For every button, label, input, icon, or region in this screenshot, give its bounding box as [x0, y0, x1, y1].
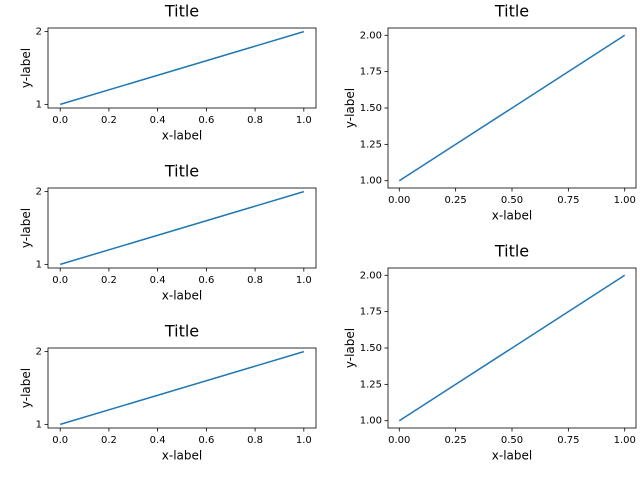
x-tick-label: 0.75: [557, 195, 579, 206]
x-tick-label: 0.0: [52, 115, 68, 126]
x-tick-label: 0.50: [501, 195, 523, 206]
y-tick-label: 1.00: [360, 416, 382, 427]
y-axis-label: y-label: [343, 328, 357, 368]
data-line: [398, 34, 626, 182]
subplot: Title 0.00 0.25 0.50 0.75 1.00 1.00 1.25 1.50 1.7…: [343, 242, 637, 463]
x-tick-label: 0.6: [198, 275, 214, 286]
subplot: Title 0.0 0.2 0.4 0.6 0.8 1.0 1 2 x-label y-label: [19, 162, 317, 303]
x-tick-label: 0.00: [388, 195, 410, 206]
x-tick-label: 0.25: [445, 435, 467, 446]
x-tick-label: 0.25: [445, 195, 467, 206]
x-tick-label: 0.2: [101, 275, 117, 286]
x-tick-label: 0.00: [388, 435, 410, 446]
x-tick-label: 1.00: [614, 435, 636, 446]
x-tick-label: 0.4: [150, 275, 166, 286]
x-tick-label: 0.8: [247, 115, 263, 126]
y-axis-label: y-label: [19, 368, 33, 408]
data-line: [59, 350, 305, 426]
x-tick-label: 0.0: [52, 435, 68, 446]
y-tick-label: 1.25: [360, 379, 382, 390]
x-tick-label: 0.2: [101, 435, 117, 446]
axes-frame: [387, 27, 637, 189]
x-tick-label: 1.00: [614, 195, 636, 206]
y-tick-label: 1: [36, 419, 42, 430]
y-tick-label: 1.75: [360, 67, 382, 78]
x-tick-label: 0.8: [247, 275, 263, 286]
x-tick-label: 0.8: [247, 435, 263, 446]
y-tick-label: 1.75: [360, 307, 382, 318]
y-tick-label: 1.25: [360, 139, 382, 150]
x-axis-label: x-label: [162, 449, 202, 463]
x-tick-label: 0.50: [501, 435, 523, 446]
x-tick-label: 1.0: [296, 275, 312, 286]
y-tick-label: 1: [36, 99, 42, 110]
y-tick-label: 1.50: [360, 343, 382, 354]
x-axis-label: x-label: [492, 449, 532, 463]
x-tick-label: 0.6: [198, 435, 214, 446]
data-line: [59, 30, 305, 106]
y-tick-label: 2: [36, 187, 42, 198]
data-line: [398, 274, 626, 422]
x-axis-label: x-label: [162, 129, 202, 143]
subplot-title: Title: [164, 2, 199, 21]
x-tick-label: 0.4: [150, 435, 166, 446]
y-tick-label: 1: [36, 259, 42, 270]
x-tick-label: 0.75: [557, 435, 579, 446]
subplot: Title 0.0 0.2 0.4 0.6 0.8 1.0 1 2 x-label y-label: [19, 2, 317, 143]
x-tick-label: 0.0: [52, 275, 68, 286]
x-tick-label: 0.2: [101, 115, 117, 126]
subplot-title: Title: [494, 242, 529, 261]
subplot-title: Title: [164, 322, 199, 341]
x-tick-label: 0.6: [198, 115, 214, 126]
axes-frame: [387, 267, 637, 429]
x-tick-label: 0.4: [150, 115, 166, 126]
subplot: Title 0.00 0.25 0.50 0.75 1.00 1.00 1.25 1.50 1.7…: [343, 2, 637, 223]
y-axis-label: y-label: [19, 48, 33, 88]
y-axis-label: y-label: [343, 88, 357, 128]
y-tick-label: 2.00: [360, 270, 382, 281]
subplot: Title 0.0 0.2 0.4 0.6 0.8 1.0 1 2 x-label y-label: [19, 322, 317, 463]
axes-frame: [47, 347, 317, 429]
axes-frame: [47, 187, 317, 269]
y-tick-label: 1.00: [360, 176, 382, 187]
y-tick-label: 2.00: [360, 30, 382, 41]
x-axis-label: x-label: [162, 289, 202, 303]
data-line: [59, 190, 305, 266]
x-axis-label: x-label: [492, 209, 532, 223]
x-tick-label: 1.0: [296, 115, 312, 126]
x-tick-label: 1.0: [296, 435, 312, 446]
subplot-title: Title: [164, 162, 199, 181]
y-axis-label: y-label: [19, 208, 33, 248]
axes-frame: [47, 27, 317, 109]
y-tick-label: 2: [36, 347, 42, 358]
y-tick-label: 2: [36, 27, 42, 38]
subplot-title: Title: [494, 2, 529, 21]
y-tick-label: 1.50: [360, 103, 382, 114]
